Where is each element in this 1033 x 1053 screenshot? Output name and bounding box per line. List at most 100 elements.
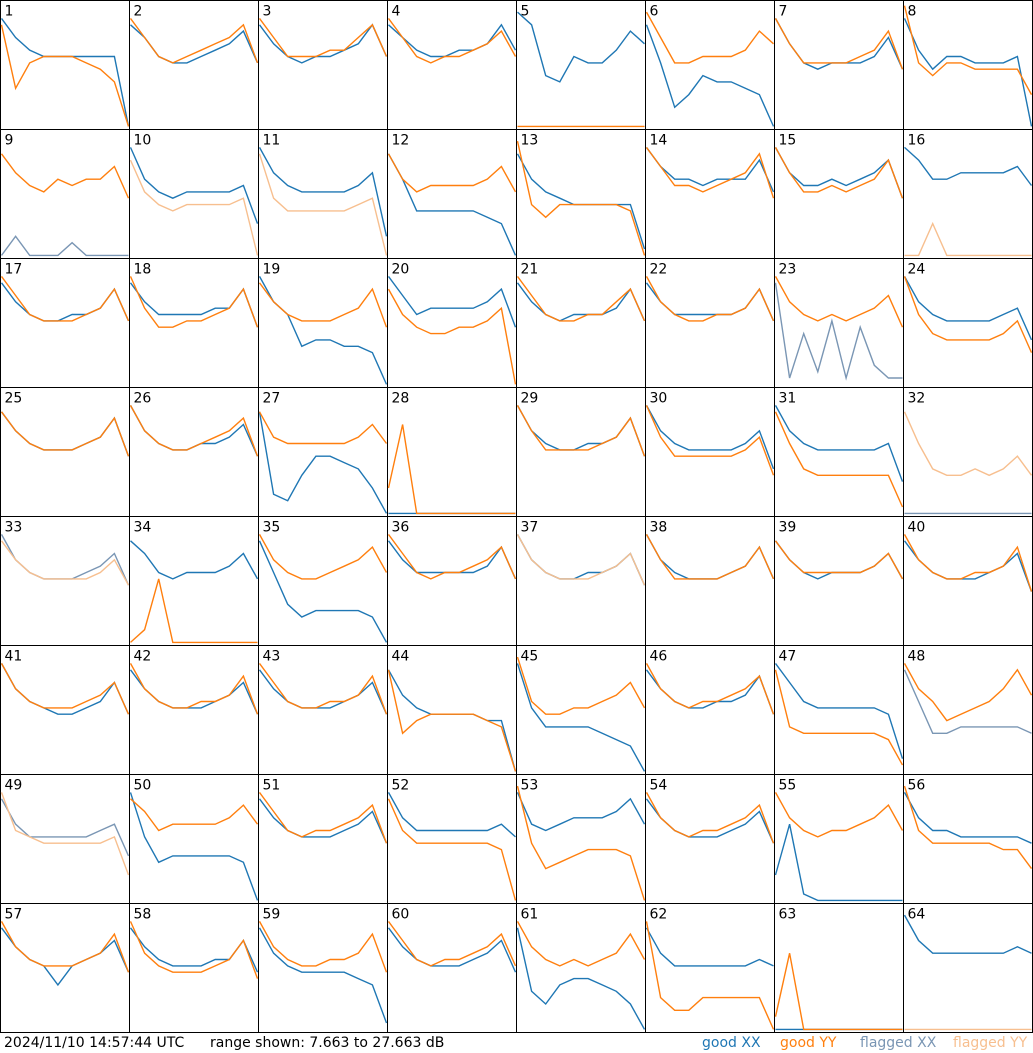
- panel-label: 63: [779, 907, 797, 923]
- spectrum-line: [774, 282, 903, 381]
- spectrum-line: [387, 798, 517, 901]
- spectrum-line: [903, 5, 1033, 95]
- spectrum-line: [0, 663, 130, 715]
- spectrum-line: [645, 24, 775, 127]
- panel-frame: [387, 903, 517, 1033]
- spectrum-line: [903, 669, 1032, 734]
- spectrum-line: [129, 276, 259, 328]
- spectrum-line: [0, 921, 130, 973]
- spectrum-line: [0, 17, 130, 127]
- panel-frame: [258, 0, 388, 130]
- spectrum-line: [516, 534, 646, 586]
- panel-frame: [387, 774, 517, 904]
- spectrum-line: [645, 276, 775, 322]
- panel-frame: [258, 774, 388, 904]
- panel-frame: [0, 129, 130, 259]
- spectrum-line: [516, 534, 646, 586]
- panel-label: 28: [392, 391, 410, 407]
- spectrum-line: [0, 275, 130, 322]
- panel-label: 16: [908, 133, 926, 149]
- panel-label: 49: [5, 778, 23, 794]
- spectrum-line: [258, 147, 388, 237]
- panel-label: 6: [650, 4, 659, 20]
- panel-label: 2: [134, 4, 143, 20]
- spectrum-line: [516, 140, 646, 256]
- spectrum-line: [904, 221, 1032, 257]
- spectrum-line: [130, 578, 258, 644]
- legend-entry: good YY: [780, 1035, 837, 1051]
- panel-frame: [129, 774, 259, 904]
- spectrum-line: [903, 276, 1033, 353]
- panel-label: 60: [392, 907, 410, 923]
- panel-frame: [129, 387, 259, 517]
- panel-frame: [387, 645, 517, 775]
- spectrum-line: [516, 921, 646, 967]
- spectrum-line: [0, 24, 130, 127]
- panel-label: 1: [5, 4, 14, 20]
- legend-entry: flagged YY: [953, 1035, 1028, 1051]
- panel-label: 37: [521, 520, 539, 536]
- spectrum-line: [645, 11, 774, 64]
- panel-label: 17: [5, 262, 23, 278]
- spectrum-line: [774, 540, 904, 580]
- spectrum-line: [774, 276, 904, 328]
- panel-frame: [387, 0, 517, 130]
- spectrum-line: [517, 11, 645, 83]
- spectrum-line: [129, 405, 259, 457]
- panel-frame: [258, 258, 388, 388]
- panel-frame: [774, 258, 904, 388]
- panel-label: 55: [779, 778, 797, 794]
- spectrum-line: [387, 288, 517, 385]
- panel-label: 11: [263, 133, 281, 149]
- spectrum-line: [0, 792, 130, 876]
- spectrum-line: [904, 146, 1033, 186]
- spectrum-line: [130, 798, 259, 832]
- panel-label: 34: [134, 520, 152, 536]
- panel-label: 25: [5, 391, 23, 407]
- spectrum-line: [645, 921, 775, 1030]
- panel-label: 48: [908, 649, 926, 665]
- panel-label: 31: [779, 391, 797, 407]
- spectrum-line: [387, 17, 517, 64]
- spectrum-line: [129, 927, 259, 973]
- panel-frame: [774, 0, 904, 130]
- panel-label: 57: [5, 907, 23, 923]
- spectrum-line: [516, 792, 646, 832]
- panel-frame: [645, 258, 775, 388]
- panel-frame: [0, 645, 130, 775]
- panel-label: 43: [263, 649, 281, 665]
- panel-frame: [903, 129, 1033, 259]
- panel-label: 64: [908, 907, 926, 923]
- panel-frame: [774, 645, 904, 775]
- panel-label: 33: [5, 520, 23, 536]
- spectrum-line: [516, 785, 646, 901]
- panel-label: 32: [908, 391, 926, 407]
- spectrum-line: [645, 282, 775, 322]
- spectrum-line: [645, 146, 775, 199]
- panel-frame: [645, 516, 775, 646]
- panel-frame: [387, 258, 517, 388]
- spectrum-line: [387, 275, 517, 328]
- panel-label: 58: [134, 907, 152, 923]
- spectrum-line: [258, 791, 388, 844]
- spectrum-line: [258, 153, 388, 256]
- spectrum-line: [258, 23, 388, 64]
- spectrum-line: [645, 798, 775, 844]
- panel-frame: [129, 258, 259, 388]
- spectrum-line: [129, 921, 259, 979]
- spectrum-line: [903, 663, 1033, 722]
- spectrum-line: [774, 18, 904, 70]
- spectrum-line: [258, 669, 388, 715]
- panel-frame: [645, 387, 775, 517]
- panel-label: 38: [650, 520, 668, 536]
- panel-frame: [129, 645, 259, 775]
- panel-label: 61: [521, 907, 539, 923]
- panel-frame: [645, 903, 775, 1033]
- panel-label: 9: [5, 133, 14, 149]
- spectrum-line: [0, 540, 130, 586]
- spectrum-line: [903, 792, 1032, 844]
- spectrum-line: [903, 276, 1033, 341]
- spectrum-line: [516, 405, 646, 457]
- panel-label: 13: [521, 133, 539, 149]
